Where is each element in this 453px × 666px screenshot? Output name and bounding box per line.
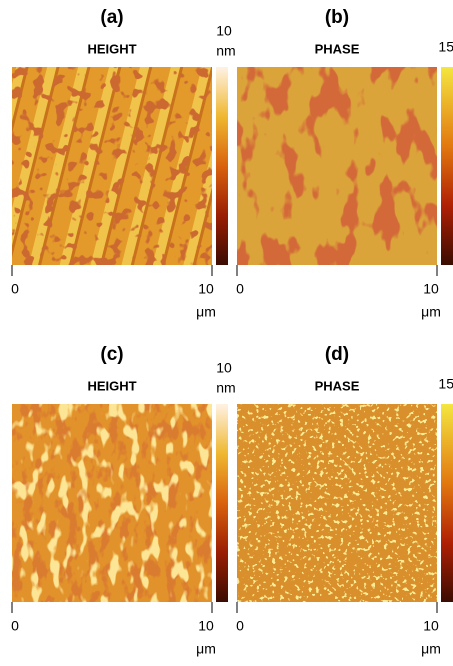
axis-min: 0 bbox=[11, 618, 19, 634]
axis-max: 10 bbox=[198, 618, 214, 634]
panel-label: (a) bbox=[100, 7, 123, 28]
axis-min: 0 bbox=[11, 281, 19, 297]
axis-max: 10 bbox=[423, 618, 439, 634]
image-d bbox=[237, 404, 437, 602]
scale-label: 15° bbox=[438, 39, 453, 55]
axis-min: 0 bbox=[236, 618, 244, 634]
scale-label: 15° bbox=[438, 376, 453, 392]
scale-unit: nm bbox=[216, 43, 235, 59]
axis-max: 10 bbox=[198, 281, 214, 297]
scale-max: 10 bbox=[216, 360, 232, 376]
panel-label: (b) bbox=[325, 7, 349, 28]
colorbar bbox=[216, 404, 228, 602]
image-b bbox=[237, 67, 437, 265]
panel-title: HEIGHT bbox=[87, 41, 136, 56]
panel-title: HEIGHT bbox=[87, 378, 136, 393]
axis-min: 0 bbox=[236, 281, 244, 297]
axis-max: 10 bbox=[423, 281, 439, 297]
image-c bbox=[12, 404, 212, 602]
scale-max: 10 bbox=[216, 23, 232, 39]
figure: (a) HEIGHT 10 nm 0 10 μm (b) PHASE 15° 0 10 μm (c) HEI… bbox=[0, 0, 453, 661]
scale-unit: nm bbox=[216, 380, 235, 396]
axis-unit: μm bbox=[421, 304, 441, 320]
axis-unit: μm bbox=[196, 641, 216, 657]
colorbar bbox=[441, 67, 453, 265]
panel-label: (d) bbox=[325, 344, 349, 365]
axis-unit: μm bbox=[421, 641, 441, 657]
panel-title: PHASE bbox=[315, 41, 360, 56]
image-a bbox=[12, 67, 212, 265]
colorbar bbox=[216, 67, 228, 265]
axis-unit: μm bbox=[196, 304, 216, 320]
colorbar bbox=[441, 404, 453, 602]
panel-title: PHASE bbox=[315, 378, 360, 393]
panel-label: (c) bbox=[100, 344, 123, 365]
